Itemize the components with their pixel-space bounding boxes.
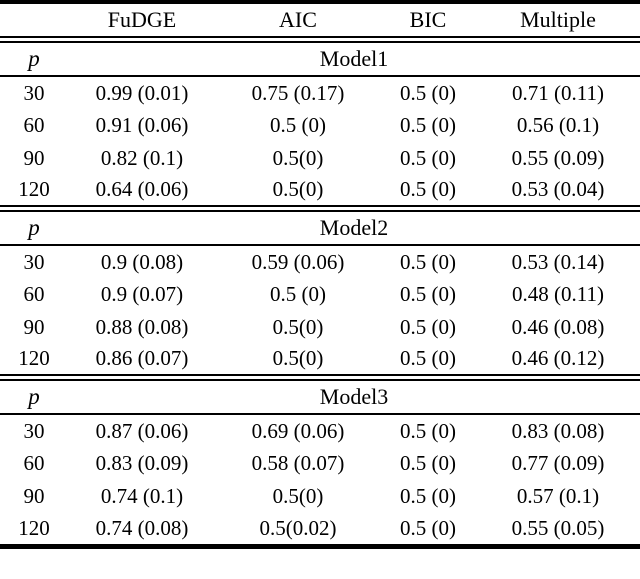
data-cell: 0.46 (0.12): [511, 346, 605, 371]
data-cell: 0.56 (0.1): [516, 113, 600, 137]
row-label: 90: [23, 146, 45, 170]
data-cell: 0.5 (0): [400, 249, 456, 274]
data-cell: 0.59 (0.06): [251, 249, 345, 274]
section-header-model1: p Model1: [0, 39, 640, 76]
data-cell: 0.5 (0): [400, 418, 456, 443]
column-header-row: FuDGE AIC BIC Multiple: [0, 2, 640, 39]
data-cell: 0.58 (0.07): [251, 451, 345, 475]
data-cell: 0.5 (0): [400, 346, 456, 371]
header-cell-aic: AIC: [279, 6, 317, 32]
data-cell: 0.5(0.02): [259, 515, 337, 540]
p-column-label: p: [28, 383, 40, 409]
data-cell: 0.53 (0.14): [511, 249, 605, 274]
data-cell: 0.55 (0.09): [511, 146, 605, 170]
data-cell: 0.5 (0): [400, 177, 456, 202]
data-cell: 0.83 (0.08): [511, 418, 605, 443]
data-cell: 0.87 (0.06): [95, 418, 189, 443]
data-cell: 0.74 (0.08): [95, 515, 189, 540]
data-cell: 0.5 (0): [270, 113, 326, 137]
table-row: 120 0.86 (0.07) 0.5(0) 0.5 (0) 0.46 (0.1…: [0, 344, 640, 377]
row-label: 60: [23, 282, 45, 306]
data-cell: 0.69 (0.06): [251, 418, 345, 443]
data-cell: 0.5 (0): [400, 113, 456, 137]
p-column-label: p: [28, 45, 40, 71]
data-cell: 0.88 (0.08): [95, 315, 189, 339]
header-cell-fudge: FuDGE: [107, 6, 177, 32]
data-cell: 0.82 (0.1): [100, 146, 184, 170]
data-cell: 0.5(0): [272, 346, 324, 371]
row-label: 90: [23, 484, 45, 508]
data-cell: 0.5 (0): [400, 315, 456, 339]
data-cell: 0.71 (0.11): [512, 80, 604, 105]
data-cell: 0.5(0): [272, 315, 324, 339]
data-cell: 0.5(0): [272, 484, 324, 508]
data-cell: 0.5(0): [272, 177, 324, 202]
table-row: 60 0.91 (0.06) 0.5 (0) 0.5 (0) 0.56 (0.1…: [0, 109, 640, 142]
data-cell: 0.9 (0.07): [100, 282, 184, 306]
section-header-model2: p Model2: [0, 208, 640, 245]
row-label: 60: [23, 113, 45, 137]
data-cell: 0.5 (0): [400, 484, 456, 508]
data-cell: 0.86 (0.07): [95, 346, 189, 371]
row-label: 30: [23, 80, 45, 105]
row-label: 30: [23, 249, 45, 274]
table-row: 60 0.9 (0.07) 0.5 (0) 0.5 (0) 0.48 (0.11…: [0, 278, 640, 311]
data-cell: 0.5 (0): [400, 80, 456, 105]
data-cell: 0.5(0): [272, 146, 324, 170]
row-label: 120: [18, 346, 50, 371]
data-cell: 0.5 (0): [400, 451, 456, 475]
table-row: 90 0.88 (0.08) 0.5(0) 0.5 (0) 0.46 (0.08…: [0, 311, 640, 344]
table-row: 90 0.82 (0.1) 0.5(0) 0.5 (0) 0.55 (0.09): [0, 142, 640, 175]
section-title: Model3: [319, 383, 389, 409]
data-cell: 0.99 (0.01): [95, 80, 189, 105]
data-cell: 0.74 (0.1): [100, 484, 184, 508]
results-table: FuDGE AIC BIC Multiple p Model1 30 0.99 …: [0, 0, 640, 549]
data-cell: 0.57 (0.1): [516, 484, 600, 508]
data-cell: 0.53 (0.04): [511, 177, 605, 202]
data-cell: 0.83 (0.09): [95, 451, 189, 475]
table-row: 60 0.83 (0.09) 0.58 (0.07) 0.5 (0) 0.77 …: [0, 447, 640, 480]
data-cell: 0.5 (0): [270, 282, 326, 306]
row-label: 90: [23, 315, 45, 339]
data-cell: 0.77 (0.09): [511, 451, 605, 475]
header-cell-bic: BIC: [409, 6, 447, 32]
data-cell: 0.64 (0.06): [95, 177, 189, 202]
table-row: 120 0.74 (0.08) 0.5(0.02) 0.5 (0) 0.55 (…: [0, 513, 640, 546]
data-cell: 0.5 (0): [400, 515, 456, 540]
table-row: 30 0.9 (0.08) 0.59 (0.06) 0.5 (0) 0.53 (…: [0, 245, 640, 278]
row-label: 60: [23, 451, 45, 475]
row-label: 120: [18, 515, 50, 540]
data-cell: 0.55 (0.05): [511, 515, 605, 540]
table-row: 30 0.99 (0.01) 0.75 (0.17) 0.5 (0) 0.71 …: [0, 76, 640, 109]
data-cell: 0.5 (0): [400, 282, 456, 306]
row-label: 30: [23, 418, 45, 443]
data-cell: 0.75 (0.17): [251, 80, 345, 105]
table-row: 90 0.74 (0.1) 0.5(0) 0.5 (0) 0.57 (0.1): [0, 480, 640, 513]
p-column-label: p: [28, 214, 40, 240]
data-cell: 0.9 (0.08): [100, 249, 184, 274]
section-header-model3: p Model3: [0, 377, 640, 414]
table-row: 120 0.64 (0.06) 0.5(0) 0.5 (0) 0.53 (0.0…: [0, 175, 640, 208]
table-row: 30 0.87 (0.06) 0.69 (0.06) 0.5 (0) 0.83 …: [0, 414, 640, 447]
data-cell: 0.5 (0): [400, 146, 456, 170]
data-cell: 0.46 (0.08): [511, 315, 605, 339]
section-title: Model2: [319, 214, 389, 240]
row-label: 120: [18, 177, 50, 202]
header-cell-multiple: Multiple: [520, 6, 596, 32]
header-cell-empty: [0, 2, 68, 39]
section-title: Model1: [319, 45, 389, 71]
data-cell: 0.48 (0.11): [512, 282, 604, 306]
data-cell: 0.91 (0.06): [95, 113, 189, 137]
